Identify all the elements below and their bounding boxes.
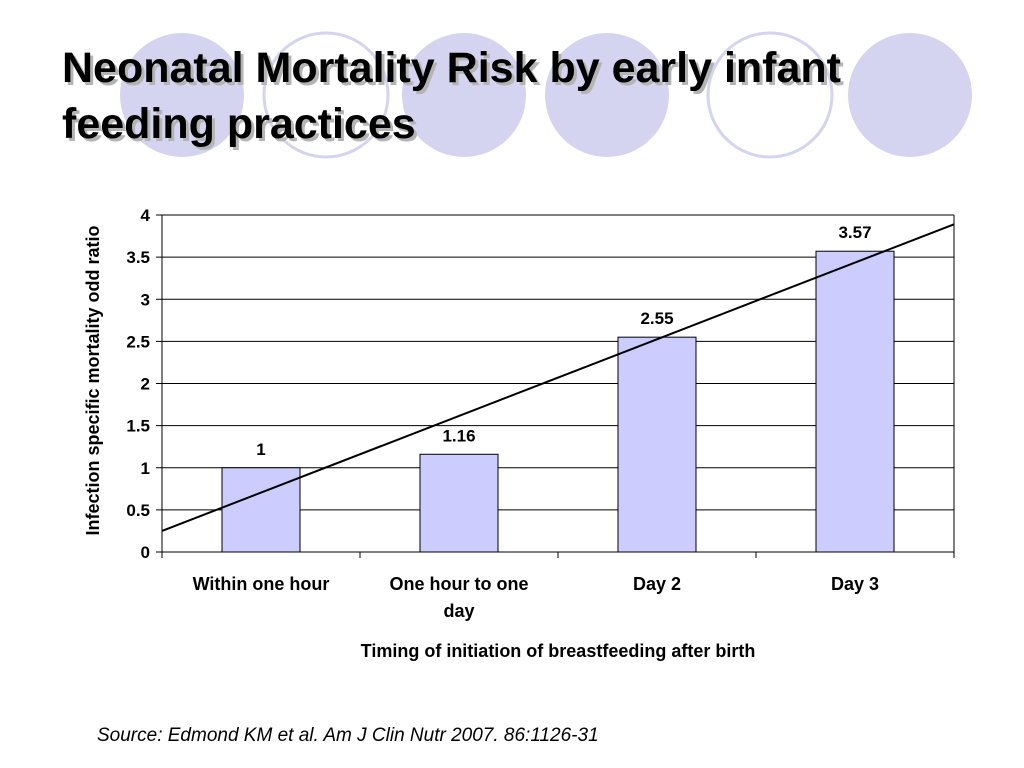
data-label: 2.55	[640, 309, 673, 328]
decorative-circle-2	[262, 31, 390, 159]
y-tick-label: 3.5	[126, 248, 150, 267]
y-tick-label: 3	[141, 290, 150, 309]
x-tick-label: One hour to one	[390, 574, 529, 594]
decorative-circle-1	[120, 33, 244, 157]
bar	[815, 250, 895, 553]
trendline	[161, 223, 955, 532]
slide-title-line-1: Neonatal Mortality Risk by early infant	[62, 44, 841, 92]
slide-title: Neonatal Mortality Risk by early infant …	[62, 40, 992, 152]
source-citation: Source: Edmond KM et al. Am J Clin Nutr …	[97, 725, 599, 746]
decorative-circle-3	[402, 33, 526, 157]
y-tick-label: 0.5	[126, 501, 150, 520]
y-tick-label: 2	[141, 375, 150, 394]
y-tick-label: 1.5	[126, 417, 150, 436]
y-tick-label: 4	[141, 206, 151, 225]
x-tick-label: day	[443, 601, 474, 621]
data-label: 1.16	[442, 426, 475, 445]
y-tick-label: 2.5	[126, 332, 150, 351]
decorative-circle-4	[545, 33, 669, 157]
bar	[221, 467, 301, 553]
slide-title-line-2: feeding practices	[62, 100, 416, 148]
bar	[419, 453, 499, 553]
x-tick-label: Within one hour	[193, 574, 330, 594]
bar	[617, 336, 697, 553]
y-tick-label: 1	[141, 459, 150, 478]
data-label: 1	[256, 440, 265, 459]
decorative-circle-6	[848, 33, 972, 157]
x-axis-title: Timing of initiation of breastfeeding af…	[361, 641, 756, 661]
decorative-circle-5	[706, 31, 834, 159]
y-tick-label: 0	[141, 543, 150, 562]
x-tick-label: Day 3	[831, 574, 879, 594]
x-tick-label: Day 2	[633, 574, 681, 594]
y-axis-title: Infection specific mortality odd ratio	[83, 225, 103, 535]
data-label: 3.57	[838, 223, 871, 242]
